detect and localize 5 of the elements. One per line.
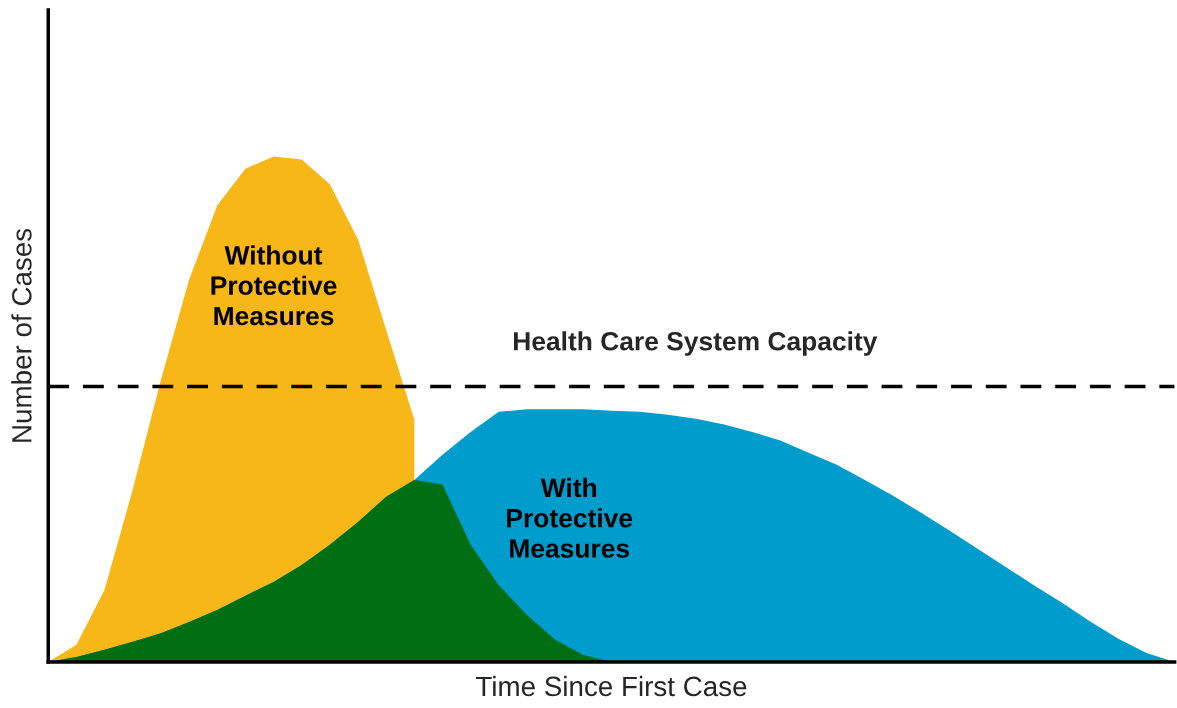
y-axis-title: Number of Cases [11,228,32,442]
x-axis-title: Time Since First Case [476,675,747,697]
series-label: Without Protective Measures [211,245,337,326]
series-label: With Protective Measures [507,477,633,558]
ref-line-label: Health Care System Capacity [513,331,878,356]
